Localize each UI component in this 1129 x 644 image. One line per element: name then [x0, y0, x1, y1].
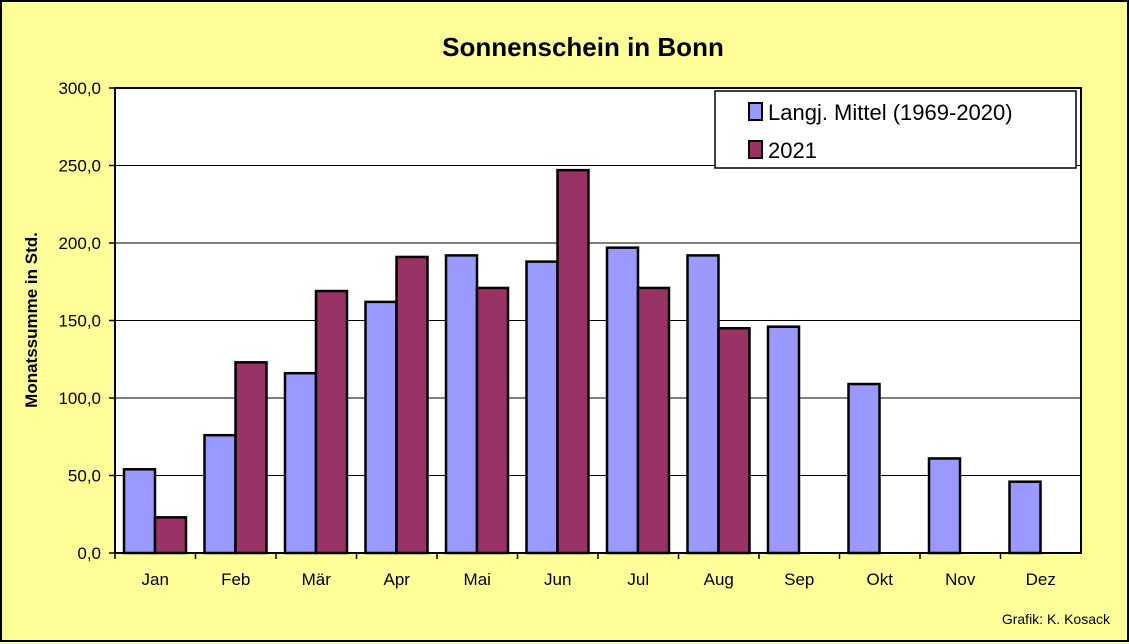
- bar-year-1: [234, 361, 268, 555]
- bar-year-2: [314, 289, 349, 555]
- bar-year-0: [153, 516, 188, 555]
- legend-label-2021: 2021: [768, 138, 817, 163]
- x-tick-label: Okt: [867, 570, 894, 589]
- x-tick-label: Jun: [544, 570, 571, 589]
- bar-year-7: [717, 327, 751, 555]
- bar-mittel-10: [927, 457, 962, 555]
- legend-swatch-2021: [748, 140, 763, 159]
- x-tick-label: Nov: [945, 570, 976, 589]
- bar-mittel-1: [203, 433, 237, 555]
- bar-mittel-8: [766, 325, 801, 555]
- bar-year-4: [475, 286, 510, 555]
- y-tick-label: 200,0: [58, 234, 101, 253]
- bar-mittel-3: [364, 300, 398, 555]
- y-tick-label: 0,0: [77, 544, 101, 563]
- credit-text: Grafik: K. Kosack: [1002, 611, 1111, 627]
- bar-mittel-11: [1008, 480, 1042, 555]
- bar-mittel-5: [525, 260, 559, 555]
- y-tick-labels: 0,0 50,0 100,0 150,0 200,0 250,0 300,0: [58, 79, 115, 563]
- bar-year-3: [395, 255, 429, 555]
- x-tick-label: Sep: [784, 570, 814, 589]
- bar-year-5: [556, 168, 590, 555]
- legend-label-langj-mittel: Langj. Mittel (1969-2020): [768, 100, 1013, 125]
- y-tick-label: 300,0: [58, 79, 101, 98]
- bar-mittel-6: [605, 246, 640, 555]
- y-tick-label: 250,0: [58, 157, 101, 176]
- x-tick-label: Aug: [704, 570, 734, 589]
- x-tick-label: Dez: [1026, 570, 1056, 589]
- legend-swatch-langj-mittel: [748, 102, 763, 121]
- x-tick-label: Mär: [302, 570, 332, 589]
- x-tick-label: Apr: [384, 570, 411, 589]
- x-tick-label: Mai: [464, 570, 491, 589]
- legend-box: [714, 90, 1077, 169]
- bar-year-6: [636, 286, 671, 555]
- x-tick-label: Feb: [221, 570, 250, 589]
- y-tick-label: 100,0: [58, 389, 101, 408]
- y-axis-label: Monatssumme in Std.: [22, 232, 41, 408]
- x-tick-label: Jul: [627, 570, 649, 589]
- y-tick-label: 50,0: [68, 467, 101, 486]
- bar-mittel-7: [686, 254, 720, 555]
- legend: Langj. Mittel (1969-2020) 2021: [714, 90, 1077, 169]
- x-tick-label: Jan: [142, 570, 169, 589]
- bar-mittel-4: [444, 254, 479, 555]
- x-tick-labels: Jan Feb Mär Apr Mai Jun Jul Aug Sep Okt Nov Dez: [114, 553, 1056, 589]
- bars: [122, 168, 1042, 555]
- bar-mittel-0: [122, 468, 157, 555]
- chart-title: Sonnenschein in Bonn: [442, 32, 724, 62]
- bar-mittel-2: [283, 371, 318, 555]
- bar-mittel-9: [847, 382, 881, 555]
- y-tick-label: 150,0: [58, 312, 101, 331]
